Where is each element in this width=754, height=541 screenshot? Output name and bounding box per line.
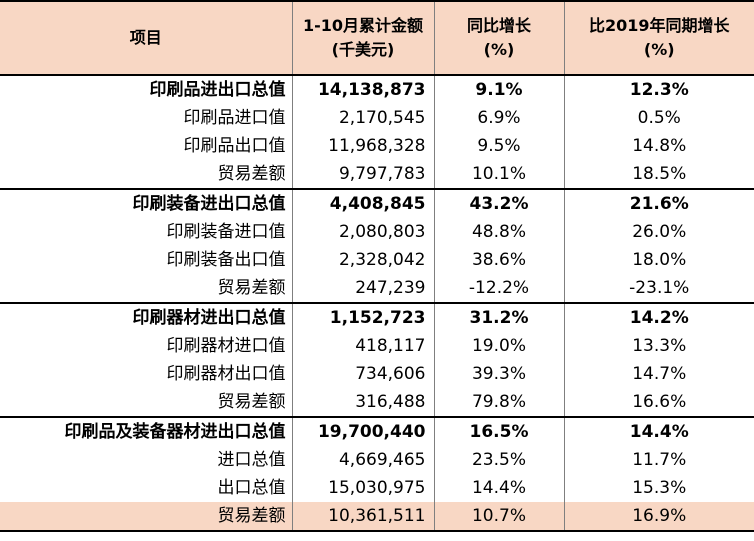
row-item: 印刷器材进出口总值 xyxy=(0,302,293,332)
row-yoy: 79.8% xyxy=(433,388,565,417)
table-row: 印刷装备出口值 2,328,042 38.6% 18.0% xyxy=(0,246,754,274)
row-item: 贸易差额 xyxy=(0,160,293,189)
row-vs2019: 16.6% xyxy=(563,388,754,417)
header-yoy-label: 同比增长 xyxy=(466,16,531,35)
row-vs2019: 21.6% xyxy=(563,188,754,218)
row-value: 11,968,328 xyxy=(291,132,435,160)
table-row-total: 印刷品及装备器材进出口总值 19,700,440 16.5% 14.4% xyxy=(0,416,754,446)
row-vs2019: -23.1% xyxy=(563,274,754,303)
row-vs2019: 14.7% xyxy=(563,360,754,388)
header-item-label: 项目 xyxy=(129,28,162,47)
table-row-total: 印刷装备进出口总值 4,408,845 43.2% 21.6% xyxy=(0,188,754,218)
row-vs2019: 15.3% xyxy=(563,474,754,502)
row-value: 19,700,440 xyxy=(291,416,435,446)
row-vs2019: 11.7% xyxy=(563,446,754,474)
row-value: 418,117 xyxy=(291,332,435,360)
table-row: 印刷品出口值 11,968,328 9.5% 14.8% xyxy=(0,132,754,160)
row-yoy: 6.9% xyxy=(433,104,565,132)
row-value: 10,361,511 xyxy=(291,502,435,532)
table-row: 印刷装备进口值 2,080,803 48.8% 26.0% xyxy=(0,218,754,246)
row-value: 9,797,783 xyxy=(291,160,435,189)
row-value: 734,606 xyxy=(291,360,435,388)
row-vs2019: 18.0% xyxy=(563,246,754,274)
table-row-last: 贸易差额 10,361,511 10.7% 16.9% xyxy=(0,502,754,532)
row-value: 1,152,723 xyxy=(291,302,435,332)
row-yoy: 39.3% xyxy=(433,360,565,388)
row-item: 印刷装备进出口总值 xyxy=(0,188,293,218)
row-yoy: -12.2% xyxy=(433,274,565,303)
table-row-total: 印刷品进出口总值 14,138,873 9.1% 12.3% xyxy=(0,74,754,104)
row-item: 贸易差额 xyxy=(0,388,293,417)
row-item: 印刷装备进口值 xyxy=(0,218,293,246)
row-yoy: 16.5% xyxy=(433,416,565,446)
row-item: 印刷器材出口值 xyxy=(0,360,293,388)
row-value: 2,170,545 xyxy=(291,104,435,132)
row-vs2019: 12.3% xyxy=(563,74,754,104)
row-item: 贸易差额 xyxy=(0,274,293,303)
row-item: 印刷品及装备器材进出口总值 xyxy=(0,416,293,446)
row-yoy: 9.1% xyxy=(433,74,565,104)
table-row: 贸易差额 9,797,783 10.1% 18.5% xyxy=(0,160,754,189)
row-vs2019: 13.3% xyxy=(563,332,754,360)
row-vs2019: 14.2% xyxy=(563,302,754,332)
table-row: 贸易差额 247,239 -12.2% -23.1% xyxy=(0,274,754,303)
row-yoy: 38.6% xyxy=(433,246,565,274)
row-value: 247,239 xyxy=(291,274,435,303)
row-item: 印刷品进出口总值 xyxy=(0,74,293,104)
row-value: 2,328,042 xyxy=(291,246,435,274)
header-row: 项目 1-10月累计金额 (千美元) 同比增长 (%) 比2019年同期增长 (… xyxy=(0,0,754,76)
header-vs2019: 比2019年同期增长 (%) xyxy=(563,0,754,76)
row-yoy: 31.2% xyxy=(433,302,565,332)
row-vs2019: 16.9% xyxy=(563,502,754,532)
row-vs2019: 14.4% xyxy=(563,416,754,446)
row-item: 印刷品进口值 xyxy=(0,104,293,132)
row-item: 贸易差额 xyxy=(0,502,293,532)
row-value: 2,080,803 xyxy=(291,218,435,246)
table-row: 贸易差额 316,488 79.8% 16.6% xyxy=(0,388,754,417)
row-vs2019: 26.0% xyxy=(563,218,754,246)
table-row: 进口总值 4,669,465 23.5% 11.7% xyxy=(0,446,754,474)
row-value: 14,138,873 xyxy=(291,74,435,104)
row-vs2019: 0.5% xyxy=(563,104,754,132)
table-row-total: 印刷器材进出口总值 1,152,723 31.2% 14.2% xyxy=(0,302,754,332)
table-row: 印刷器材出口值 734,606 39.3% 14.7% xyxy=(0,360,754,388)
row-value: 15,030,975 xyxy=(291,474,435,502)
row-vs2019: 14.8% xyxy=(563,132,754,160)
row-value: 4,408,845 xyxy=(291,188,435,218)
row-value: 316,488 xyxy=(291,388,435,417)
row-yoy: 10.7% xyxy=(433,502,565,532)
row-item: 印刷品出口值 xyxy=(0,132,293,160)
header-yoy-unit: (%) xyxy=(483,40,515,59)
table-row: 印刷品进口值 2,170,545 6.9% 0.5% xyxy=(0,104,754,132)
header-item: 项目 xyxy=(0,0,293,76)
row-yoy: 43.2% xyxy=(433,188,565,218)
header-value: 1-10月累计金额 (千美元) xyxy=(291,0,435,76)
table-row: 印刷器材进口值 418,117 19.0% 13.3% xyxy=(0,332,754,360)
row-item: 印刷器材进口值 xyxy=(0,332,293,360)
header-vs2019-label: 比2019年同期增长 xyxy=(588,16,730,35)
header-yoy: 同比增长 (%) xyxy=(433,0,565,76)
row-item: 出口总值 xyxy=(0,474,293,502)
row-item: 进口总值 xyxy=(0,446,293,474)
row-yoy: 23.5% xyxy=(433,446,565,474)
row-item: 印刷装备出口值 xyxy=(0,246,293,274)
row-yoy: 19.0% xyxy=(433,332,565,360)
row-value: 4,669,465 xyxy=(291,446,435,474)
row-yoy: 48.8% xyxy=(433,218,565,246)
table-row: 出口总值 15,030,975 14.4% 15.3% xyxy=(0,474,754,502)
row-vs2019: 18.5% xyxy=(563,160,754,189)
header-vs2019-unit: (%) xyxy=(643,40,675,59)
row-yoy: 14.4% xyxy=(433,474,565,502)
row-yoy: 10.1% xyxy=(433,160,565,189)
header-value-unit: (千美元) xyxy=(331,40,395,59)
header-value-label: 1-10月累计金额 xyxy=(302,16,424,35)
row-yoy: 9.5% xyxy=(433,132,565,160)
